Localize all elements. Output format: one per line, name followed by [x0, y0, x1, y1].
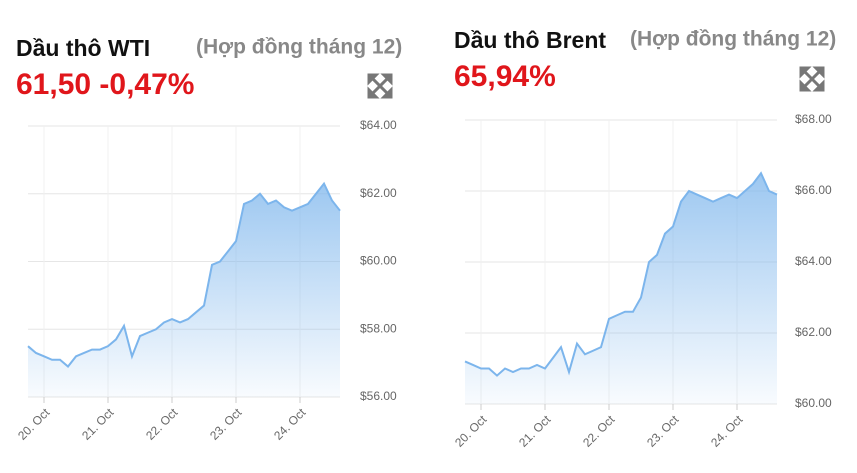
chart-title: Dầu thô Brent: [454, 27, 606, 53]
chart-title: Dầu thô WTI: [16, 35, 150, 61]
price-line: [27, 181, 341, 368]
y-tick-label: $60.00: [795, 396, 832, 410]
y-tick-label: $62.00: [795, 325, 832, 339]
y-tick-label: $56.00: [360, 389, 397, 403]
price-annotation: 61,50 -0,47%: [16, 68, 194, 101]
y-tick-label: $68.00: [795, 112, 832, 126]
y-tick-label: $60.00: [360, 254, 397, 268]
y-tick-label: $64.00: [360, 118, 397, 132]
x-tick-label: 20. Oct: [15, 405, 53, 443]
chart-subtitle: (Hợp đồng tháng 12): [630, 28, 836, 51]
x-tick-label: 24. Oct: [271, 405, 309, 443]
x-tick-label: 24. Oct: [708, 412, 746, 450]
area-fill: [28, 183, 340, 397]
x-tick-label: 23. Oct: [207, 405, 245, 443]
y-tick-label: $64.00: [795, 254, 832, 268]
chart-subtitle: (Hợp đồng tháng 12): [196, 36, 402, 59]
x-tick-label: 23. Oct: [644, 412, 682, 450]
x-tick-label: 21. Oct: [79, 405, 117, 443]
x-tick-label: 20. Oct: [452, 412, 490, 450]
price-annotation: 65,94%: [454, 60, 556, 93]
expand-icon[interactable]: [367, 73, 393, 99]
expand-icon[interactable]: [799, 66, 825, 92]
y-tick-label: $62.00: [360, 186, 397, 200]
x-tick-label: 21. Oct: [516, 412, 554, 450]
x-tick-label: 22. Oct: [143, 405, 181, 443]
area-fill: [465, 173, 777, 404]
x-tick-label: 22. Oct: [580, 412, 618, 450]
price-line: [464, 171, 778, 377]
y-tick-label: $58.00: [360, 321, 397, 335]
y-tick-label: $66.00: [795, 183, 832, 197]
